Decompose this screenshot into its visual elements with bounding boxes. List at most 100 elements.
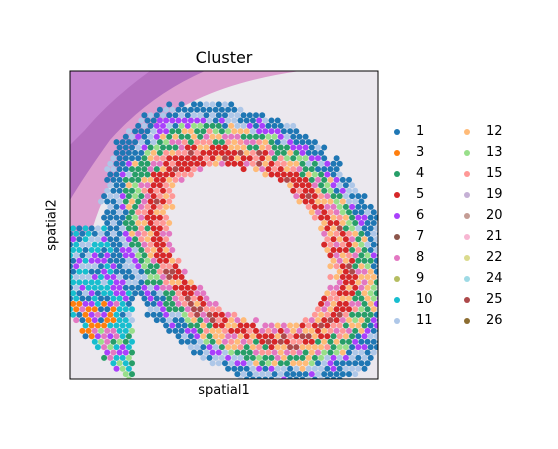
spot-cluster-1 bbox=[324, 365, 331, 372]
legend-label-22: 22 bbox=[486, 250, 503, 265]
spot-cluster-8 bbox=[280, 322, 287, 329]
spot-cluster-4 bbox=[271, 144, 278, 151]
spot-cluster-8 bbox=[355, 268, 362, 275]
spot-cluster-8 bbox=[172, 295, 179, 302]
spot-cluster-8 bbox=[150, 160, 157, 167]
spot-cluster-11 bbox=[107, 203, 114, 210]
spot-cluster-6 bbox=[256, 117, 263, 124]
spot-cluster-5 bbox=[318, 214, 325, 221]
spot-cluster-1 bbox=[296, 133, 303, 140]
spot-cluster-4 bbox=[299, 354, 306, 361]
spot-cluster-8 bbox=[203, 295, 210, 302]
spot-cluster-12 bbox=[370, 306, 377, 313]
spot-cluster-13 bbox=[116, 360, 123, 367]
spot-cluster-12 bbox=[358, 263, 365, 270]
spot-cluster-12 bbox=[324, 247, 331, 253]
spot-cluster-8 bbox=[268, 322, 275, 329]
spot-cluster-8 bbox=[175, 300, 182, 307]
legend-item-22: 22 bbox=[460, 247, 503, 268]
spot-cluster-4 bbox=[150, 279, 157, 286]
spot-cluster-15 bbox=[290, 338, 297, 345]
spot-cluster-8 bbox=[333, 327, 340, 334]
spot-cluster-11 bbox=[147, 306, 154, 313]
spot-cluster-1 bbox=[364, 338, 371, 345]
spot-cluster-6 bbox=[287, 139, 294, 146]
spot-cluster-5 bbox=[302, 187, 309, 194]
spot-cluster-6 bbox=[330, 354, 337, 361]
spot-cluster-1 bbox=[352, 360, 359, 367]
spot-cluster-6 bbox=[91, 317, 98, 324]
spot-cluster-1 bbox=[200, 106, 207, 113]
spot-cluster-4 bbox=[308, 166, 315, 173]
spot-cluster-1 bbox=[125, 139, 132, 146]
spot-cluster-5 bbox=[308, 338, 315, 345]
spot-cluster-1 bbox=[271, 371, 278, 378]
spot-cluster-5 bbox=[243, 333, 250, 340]
spot-cluster-4 bbox=[138, 247, 145, 253]
spot-cluster-11 bbox=[197, 338, 204, 345]
spot-cluster-5 bbox=[153, 176, 160, 183]
spot-cluster-10 bbox=[98, 241, 104, 248]
spot-cluster-25 bbox=[305, 193, 312, 200]
spot-cluster-1 bbox=[302, 133, 309, 140]
spot-cluster-1 bbox=[172, 112, 179, 119]
spot-cluster-10 bbox=[125, 365, 132, 372]
spot-cluster-8 bbox=[200, 290, 207, 297]
spot-cluster-11 bbox=[228, 360, 235, 367]
spot-cluster-11 bbox=[107, 182, 114, 189]
spot-cluster-1 bbox=[129, 155, 135, 162]
spot-cluster-10 bbox=[88, 279, 95, 286]
spot-cluster-1 bbox=[352, 209, 359, 216]
spot-cluster-13 bbox=[349, 225, 356, 232]
spot-cluster-6 bbox=[352, 338, 359, 345]
spot-cluster-5 bbox=[259, 155, 266, 162]
spot-cluster-4 bbox=[361, 311, 368, 318]
spot-cluster-12 bbox=[169, 279, 176, 286]
spot-cluster-5 bbox=[280, 171, 287, 178]
spot-cluster-12 bbox=[262, 171, 269, 178]
spot-cluster-15 bbox=[311, 214, 318, 221]
spot-cluster-15 bbox=[327, 295, 334, 302]
spot-cluster-4 bbox=[125, 193, 132, 200]
spot-cluster-10 bbox=[125, 290, 132, 297]
spot-cluster-1 bbox=[370, 209, 377, 216]
legend-item-21: 21 bbox=[460, 226, 503, 247]
spot-cluster-5 bbox=[237, 160, 244, 167]
spot-cluster-11 bbox=[234, 112, 241, 119]
spot-cluster-11 bbox=[169, 311, 176, 318]
spot-cluster-5 bbox=[315, 327, 321, 334]
spot-cluster-8 bbox=[339, 317, 346, 324]
spot-cluster-15 bbox=[277, 155, 284, 162]
spot-cluster-13 bbox=[370, 295, 377, 302]
spot-cluster-1 bbox=[113, 182, 120, 189]
spot-cluster-25 bbox=[265, 338, 272, 345]
spot-cluster-12 bbox=[339, 220, 346, 226]
spot-cluster-11 bbox=[284, 133, 290, 140]
spot-cluster-5 bbox=[160, 241, 166, 248]
spot-cluster-3 bbox=[70, 300, 77, 307]
spot-cluster-12 bbox=[336, 268, 343, 275]
spot-cluster-1 bbox=[284, 371, 290, 378]
spot-cluster-8 bbox=[169, 139, 176, 146]
spot-cluster-12 bbox=[243, 149, 250, 156]
spot-cluster-25 bbox=[172, 166, 179, 173]
spot-cluster-11 bbox=[82, 290, 89, 297]
spot-cluster-4 bbox=[135, 166, 142, 173]
spot-cluster-12 bbox=[262, 160, 269, 167]
spot-cluster-25 bbox=[327, 317, 334, 324]
spot-cluster-5 bbox=[321, 241, 328, 248]
spot-cluster-10 bbox=[98, 274, 104, 280]
spot-cluster-1 bbox=[327, 166, 334, 173]
spot-cluster-11 bbox=[125, 257, 132, 264]
spot-cluster-5 bbox=[311, 322, 318, 329]
spot-cluster-11 bbox=[150, 128, 157, 135]
spot-cluster-12 bbox=[169, 182, 176, 189]
spot-cluster-8 bbox=[311, 182, 318, 189]
spot-cluster-4 bbox=[132, 225, 139, 232]
spot-cluster-8 bbox=[333, 241, 340, 248]
spot-cluster-25 bbox=[222, 155, 228, 162]
spot-cluster-6 bbox=[342, 354, 349, 361]
spot-cluster-11 bbox=[85, 241, 92, 248]
spot-cluster-6 bbox=[125, 160, 132, 167]
spot-cluster-5 bbox=[318, 203, 325, 210]
